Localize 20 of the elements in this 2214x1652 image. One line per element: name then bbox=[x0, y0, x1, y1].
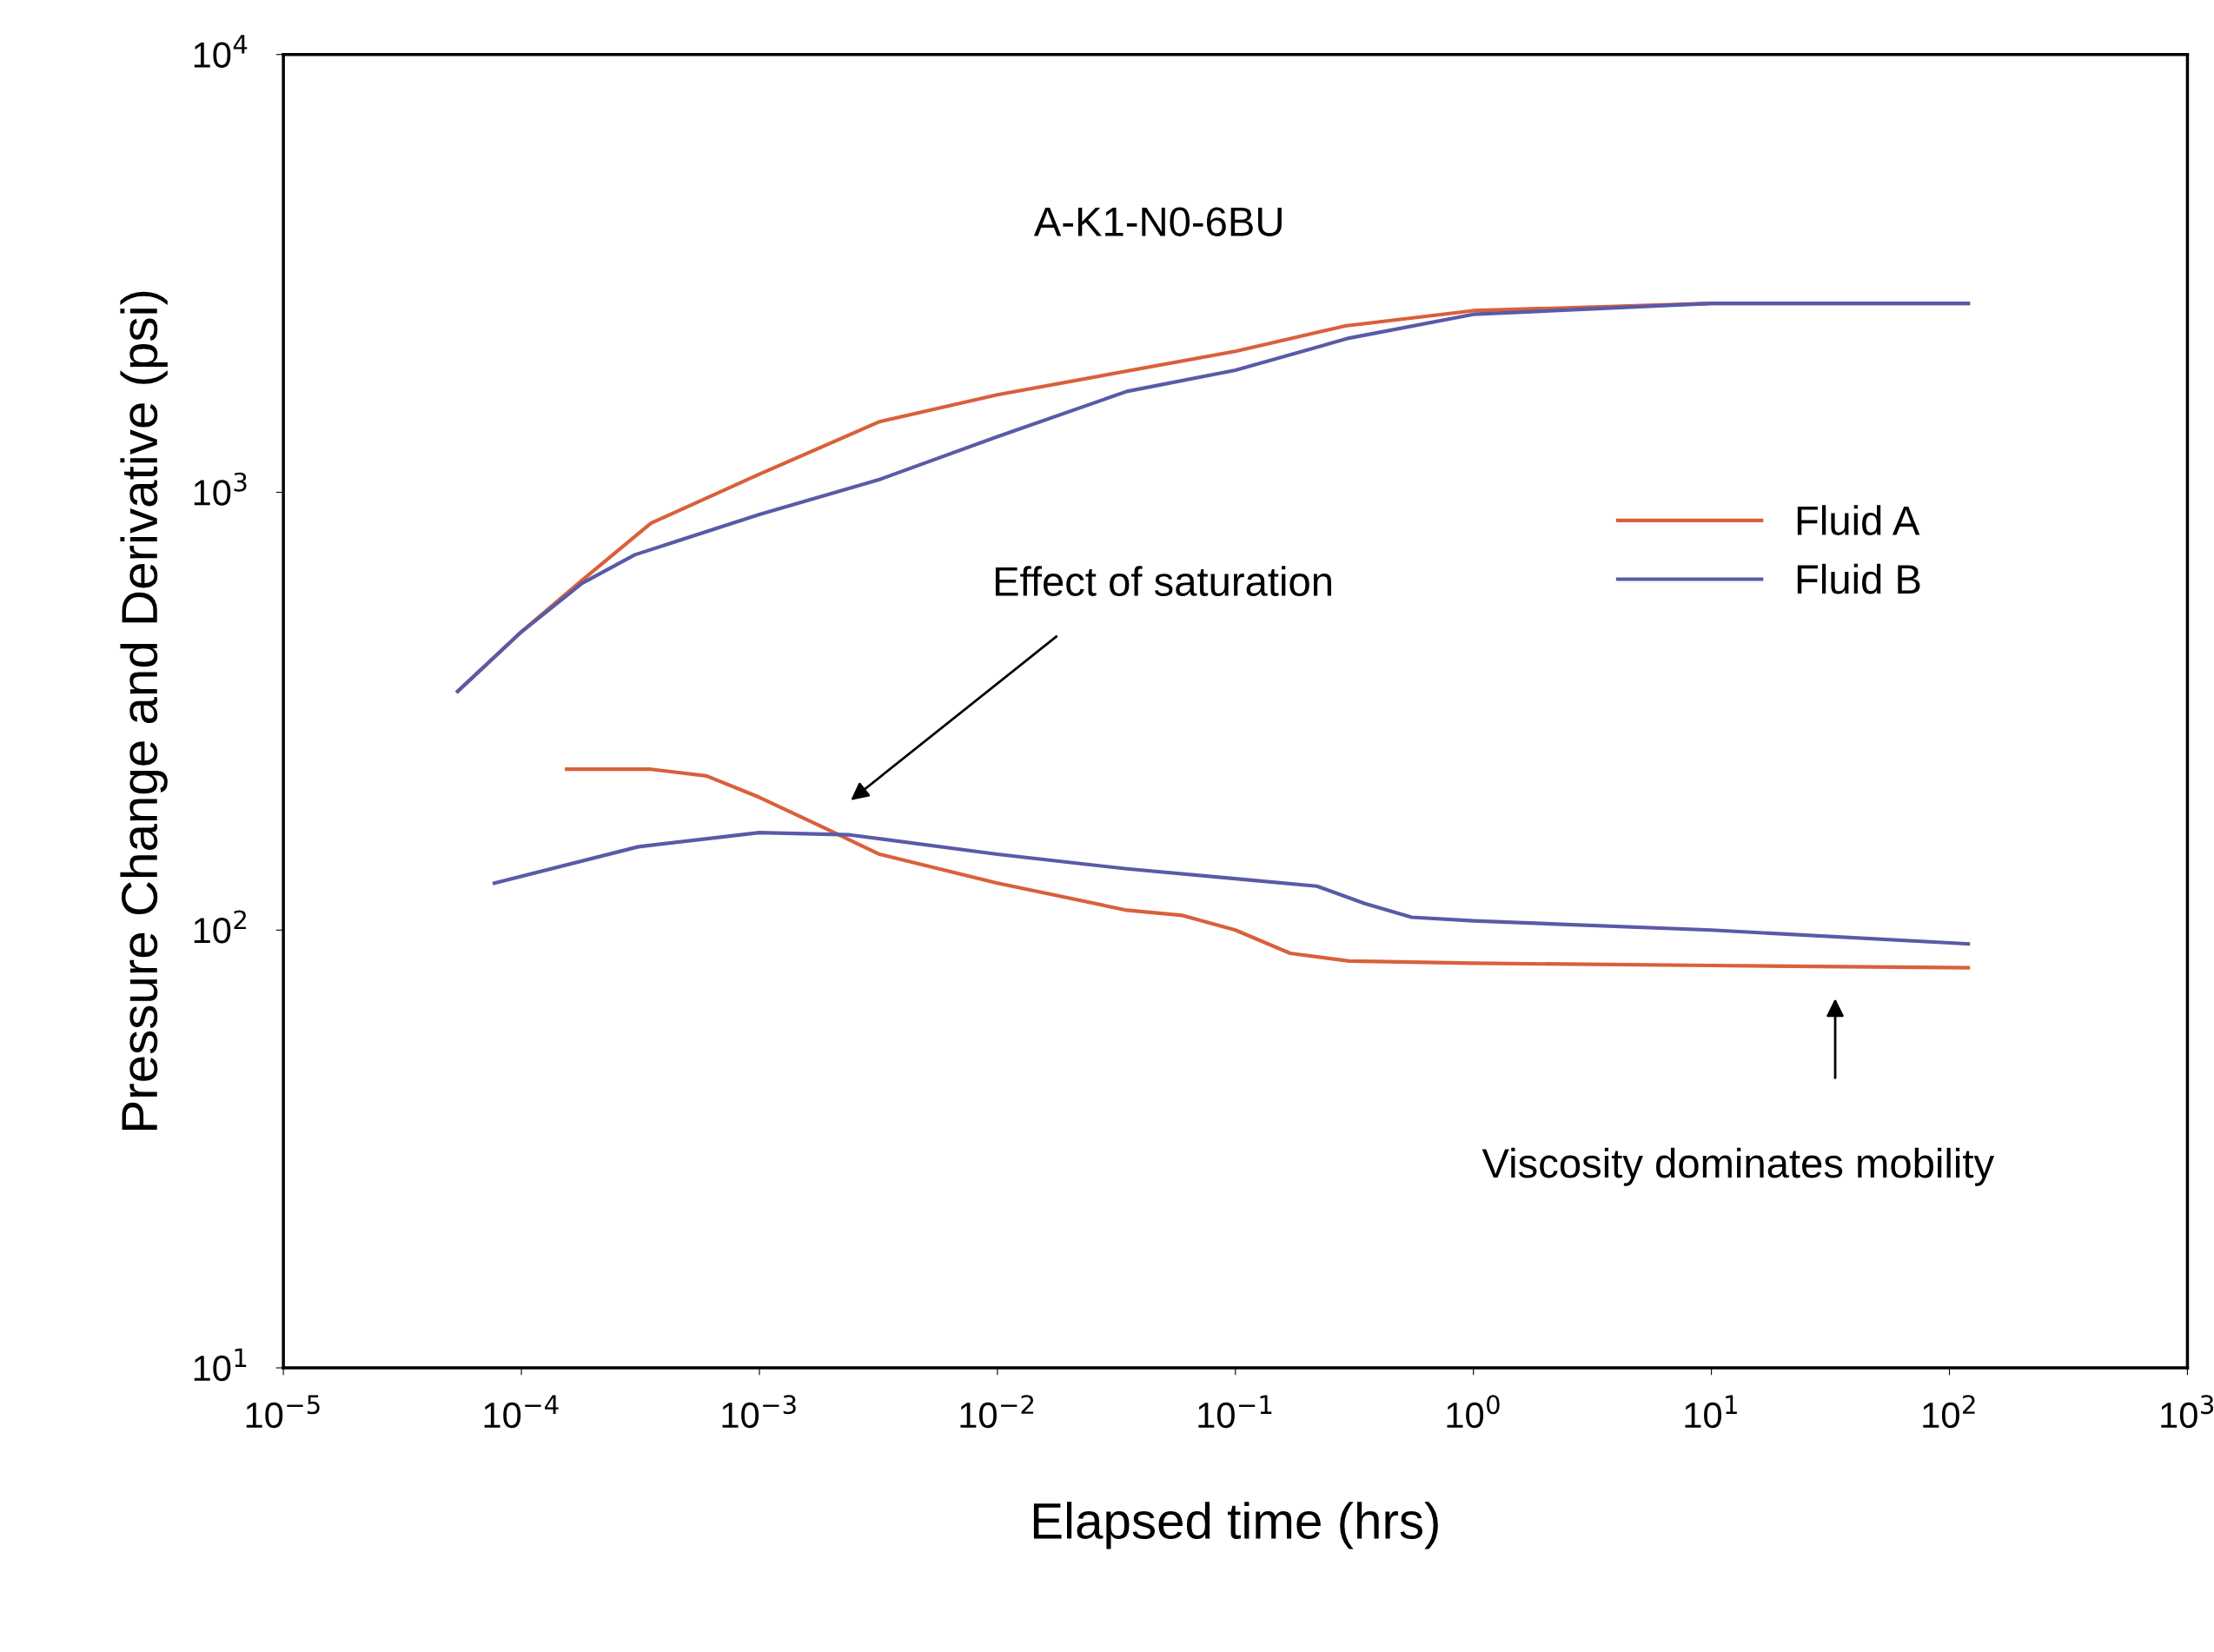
annotation: A-K1-N0-6BU bbox=[1033, 207, 1282, 236]
annotation: Viscosity dominates mobility bbox=[1482, 1147, 1995, 1186]
legend-label: Fluid B bbox=[1797, 563, 1920, 594]
x-tick-label: 10$^{1}$ bbox=[1685, 1395, 1737, 1429]
annotation: Effect of saturation bbox=[995, 566, 1331, 596]
x-tick-label: 10$^{−2}$ bbox=[960, 1395, 1034, 1429]
x-tick-label: 10$^{3}$ bbox=[2161, 1395, 2214, 1429]
x-tick-label: 10$^{−4}$ bbox=[484, 1395, 559, 1429]
x-tick-label: 10$^{−1}$ bbox=[1198, 1395, 1272, 1429]
y-tick-label: 10$^{2}$ bbox=[194, 910, 246, 944]
legend-label: Fluid A bbox=[1797, 505, 1920, 535]
y-tick-label: 10$^{3}$ bbox=[194, 472, 247, 506]
y-axis-title: Pressure Change and Derivative (psi) bbox=[120, 291, 168, 1130]
x-tick-label: 10$^{−5}$ bbox=[246, 1395, 320, 1429]
x-axis-title: Elapsed time (hrs) bbox=[1033, 1502, 1438, 1549]
x-tick-label: 10$^{0}$ bbox=[1447, 1395, 1500, 1429]
x-tick-label: 10$^{−3}$ bbox=[722, 1395, 796, 1429]
y-tick-label: 10$^{4}$ bbox=[194, 35, 248, 68]
y-tick-label: 10$^{1}$ bbox=[194, 1348, 247, 1382]
x-tick-label: 10$^{2}$ bbox=[1923, 1395, 1975, 1429]
